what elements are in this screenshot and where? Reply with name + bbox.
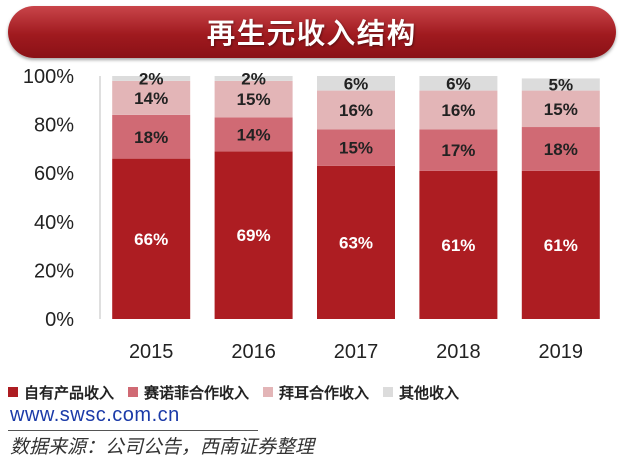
- stacked-bar-chart: 0%20%40%60%80%100%66%18%14%2%201569%14%1…: [23, 66, 600, 363]
- legend-swatch: [263, 387, 274, 397]
- bar-segment: [112, 158, 191, 319]
- bar-segment: [419, 170, 498, 319]
- data-label: 61%: [441, 236, 475, 255]
- y-tick-label: 100%: [23, 66, 74, 88]
- y-tick-label: 0%: [45, 309, 74, 331]
- y-tick-label: 40%: [34, 212, 74, 234]
- data-label: 18%: [544, 140, 578, 159]
- legend-item: 其他收入: [383, 382, 459, 403]
- data-label: 69%: [237, 226, 271, 245]
- bar-segment: [317, 90, 395, 130]
- legend-swatch: [128, 387, 139, 397]
- bar-segment: [419, 76, 498, 91]
- legend-item: 拜耳合作收入: [263, 382, 369, 403]
- legend-item: 自有产品收入: [8, 382, 114, 403]
- chart-title: 再生元收入结构: [206, 17, 417, 50]
- chart-legend: 自有产品收入 赛诺菲合作收入 拜耳合作收入 其他收入: [8, 380, 618, 404]
- x-tick-label: 2015: [129, 341, 174, 363]
- bar-segment: [112, 114, 191, 159]
- data-label: 15%: [237, 90, 271, 109]
- website-text: www.swsc.com.cn: [10, 404, 180, 426]
- data-label: 18%: [134, 128, 168, 147]
- x-tick-label: 2018: [436, 341, 481, 363]
- data-label: 6%: [446, 74, 471, 93]
- data-label: 5%: [549, 76, 574, 95]
- x-tick-label: 2017: [334, 341, 379, 363]
- legend-label: 拜耳合作收入: [279, 383, 370, 402]
- legend-swatch: [383, 387, 394, 397]
- bar-segment: [214, 117, 293, 152]
- bar-segment: [214, 76, 293, 81]
- data-label: 16%: [339, 101, 373, 120]
- legend-swatch: [8, 387, 18, 397]
- bar-segment: [317, 76, 395, 91]
- data-label: 2%: [241, 69, 266, 88]
- bar-segment: [214, 151, 293, 319]
- y-tick-label: 20%: [34, 260, 74, 282]
- data-label: 16%: [441, 101, 475, 120]
- bar-segment: [419, 90, 498, 130]
- source-note: 数据来源：公司公告，西南证券整理: [10, 436, 315, 458]
- x-tick-label: 2016: [231, 341, 276, 363]
- y-tick-label: 80%: [34, 115, 74, 137]
- bar-segment: [214, 80, 293, 118]
- data-label: 14%: [237, 125, 271, 144]
- data-label: 63%: [339, 233, 373, 252]
- data-label: 61%: [544, 236, 578, 255]
- data-label: 66%: [134, 230, 168, 249]
- legend-label: 赛诺菲合作收入: [144, 383, 250, 402]
- bar-segment: [521, 90, 600, 128]
- data-label: 14%: [134, 89, 168, 108]
- data-label: 17%: [441, 141, 475, 160]
- x-tick-label: 2019: [539, 341, 584, 363]
- legend-label: 其他收入: [399, 383, 460, 402]
- footer-divider: [8, 430, 258, 431]
- data-label: 15%: [544, 100, 578, 119]
- data-label: 6%: [344, 74, 369, 93]
- data-label: 2%: [139, 69, 164, 88]
- bar-segment: [521, 78, 600, 91]
- bar-segment: [317, 165, 395, 319]
- bar-segment: [112, 80, 191, 115]
- data-label: 15%: [339, 139, 373, 158]
- bar-segment: [521, 170, 600, 319]
- bar-segment: [419, 129, 498, 171]
- bar-segment: [521, 127, 600, 171]
- chart-title-bar: 再生元收入结构: [8, 6, 616, 58]
- bar-segment: [112, 76, 191, 81]
- bar-segment: [317, 129, 395, 166]
- legend-label: 自有产品收入: [24, 383, 115, 402]
- y-tick-label: 60%: [34, 163, 74, 185]
- legend-item: 赛诺菲合作收入: [128, 382, 249, 403]
